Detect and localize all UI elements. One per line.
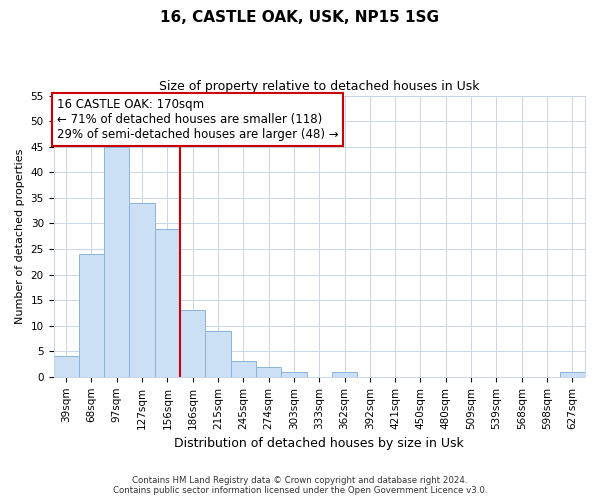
Bar <box>281 372 307 377</box>
Bar <box>53 356 79 377</box>
Text: 16 CASTLE OAK: 170sqm
← 71% of detached houses are smaller (118)
29% of semi-det: 16 CASTLE OAK: 170sqm ← 71% of detached … <box>56 98 338 141</box>
Bar <box>155 228 180 377</box>
Y-axis label: Number of detached properties: Number of detached properties <box>15 148 25 324</box>
Bar <box>130 203 155 377</box>
Bar <box>560 372 585 377</box>
Text: Contains HM Land Registry data © Crown copyright and database right 2024.
Contai: Contains HM Land Registry data © Crown c… <box>113 476 487 495</box>
Bar <box>79 254 104 377</box>
Bar <box>205 331 230 377</box>
Bar <box>332 372 357 377</box>
Title: Size of property relative to detached houses in Usk: Size of property relative to detached ho… <box>159 80 479 93</box>
X-axis label: Distribution of detached houses by size in Usk: Distribution of detached houses by size … <box>175 437 464 450</box>
Text: 16, CASTLE OAK, USK, NP15 1SG: 16, CASTLE OAK, USK, NP15 1SG <box>161 10 439 25</box>
Bar <box>104 146 130 377</box>
Bar <box>256 366 281 377</box>
Bar <box>180 310 205 377</box>
Bar <box>230 362 256 377</box>
